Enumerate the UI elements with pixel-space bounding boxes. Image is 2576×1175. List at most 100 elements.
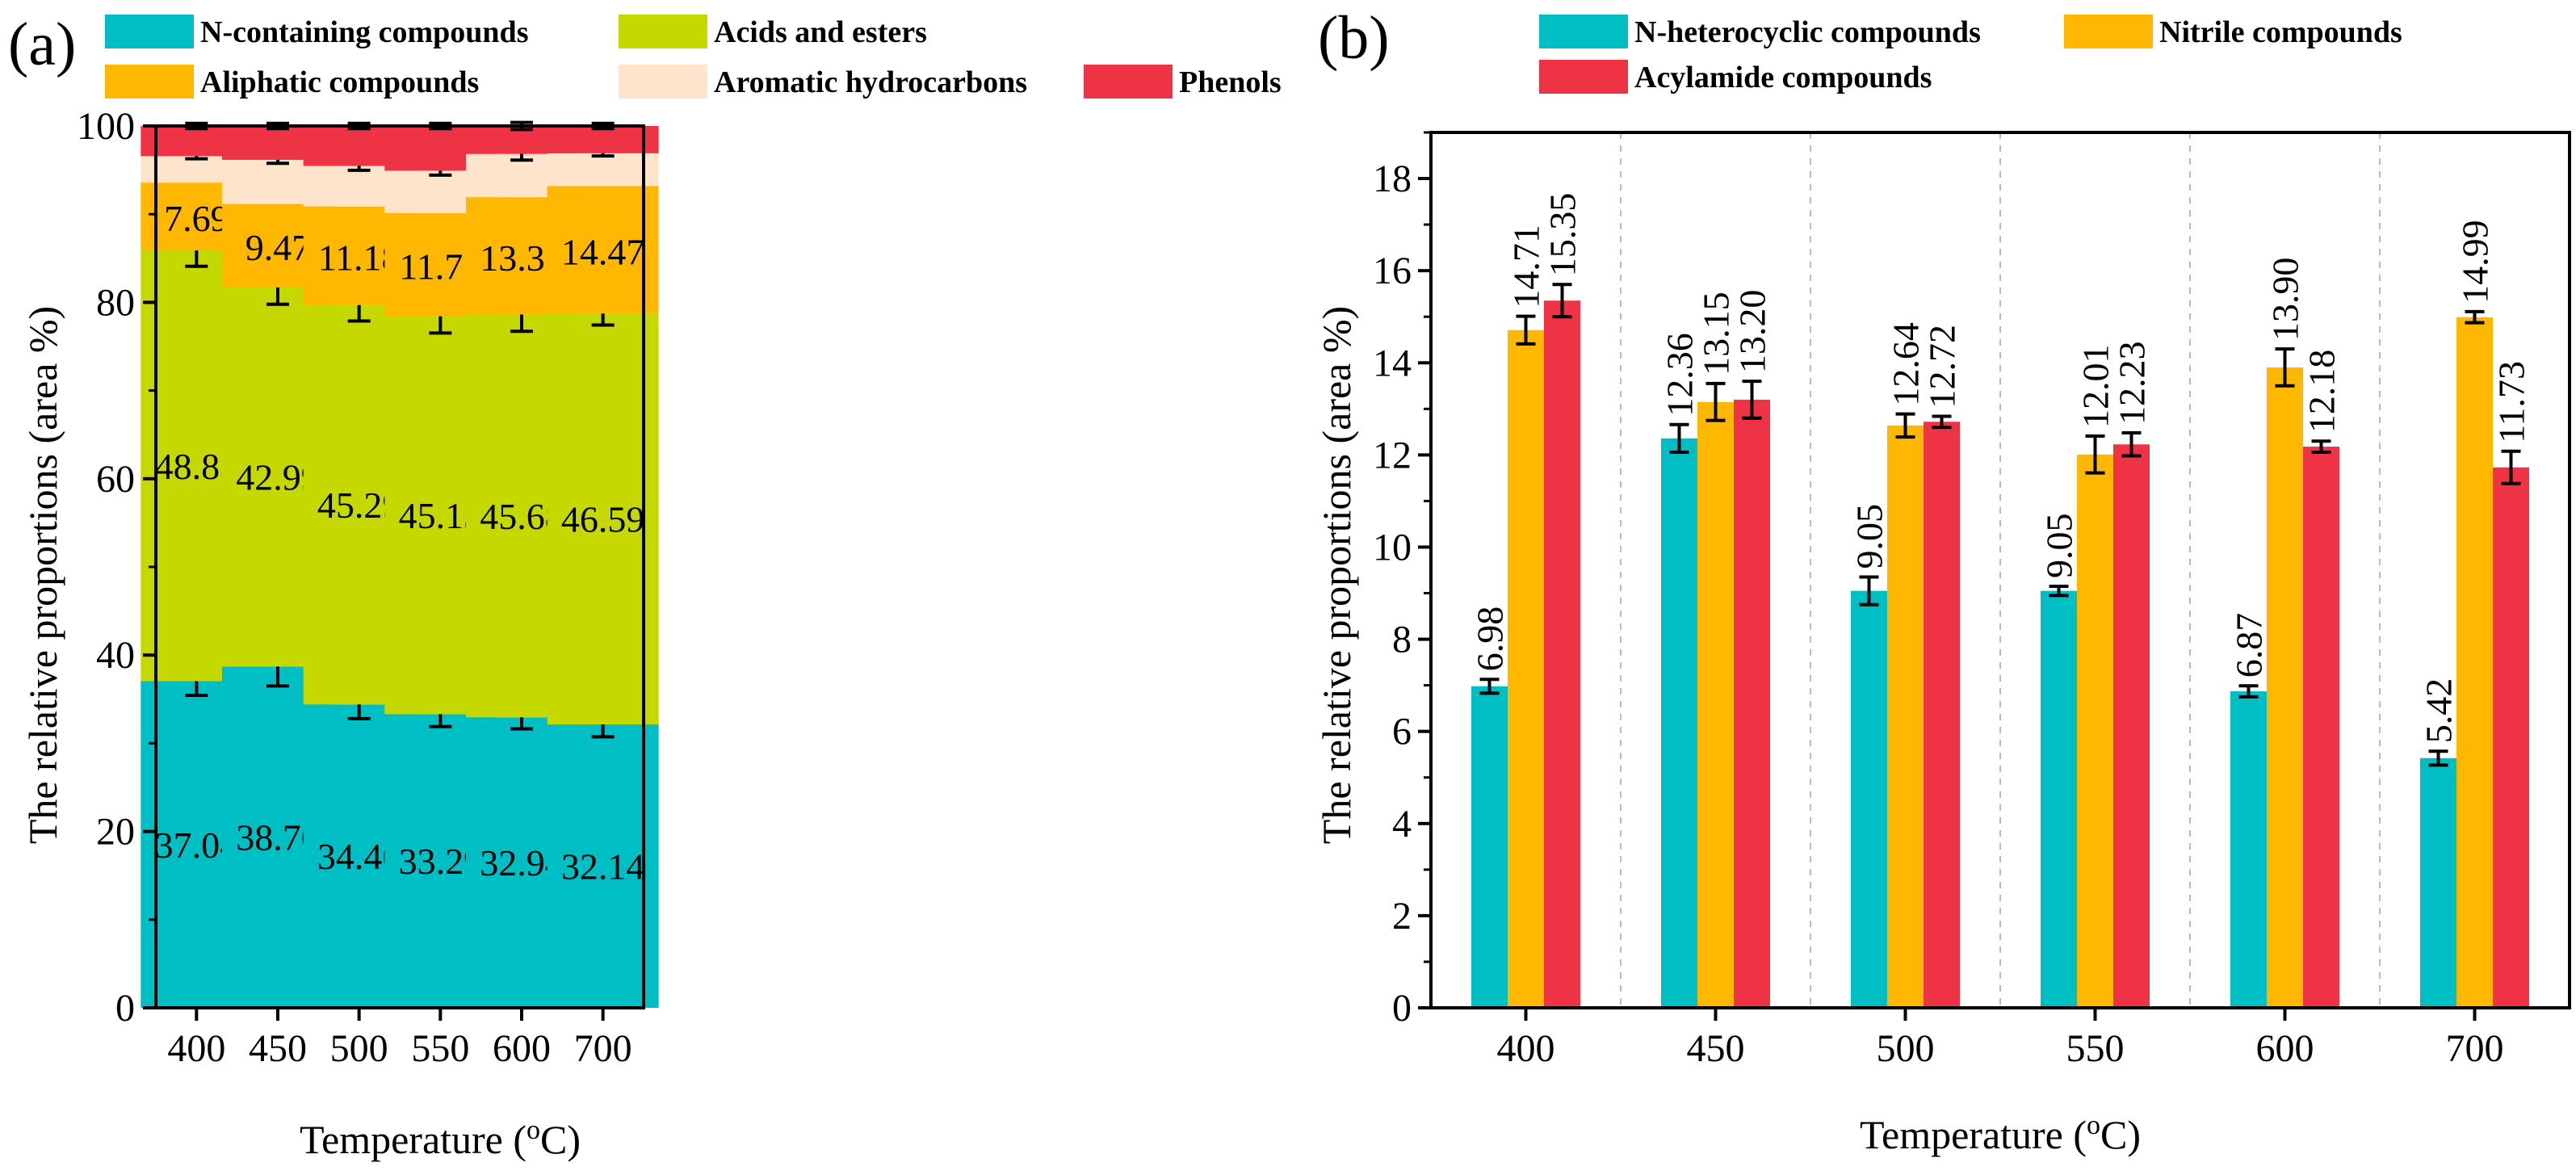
data-label-nitrile-400: 14.71 — [1506, 225, 1547, 308]
legend: N-containing compounds Acids and esters Al… — [105, 15, 1282, 99]
error-bar-nitrile-700 — [2465, 309, 2485, 325]
data-label-aliphatic-450: 9.47 — [245, 227, 311, 268]
data-label-acylamide-700: 11.73 — [2491, 361, 2532, 443]
x-tick-label-600: 600 — [2256, 1027, 2314, 1070]
x-tick-label-700: 700 — [574, 1027, 632, 1070]
error-bar-acylamide-600 — [2311, 439, 2331, 454]
bar-nitrile-550 — [2077, 454, 2113, 1008]
y-axis-title: The relative proportions (area %) — [1314, 306, 1359, 844]
error-bar-n-heterocyclic-700 — [2428, 749, 2448, 767]
data-label-acylamide-600: 12.18 — [2301, 350, 2343, 434]
panel-label: (a) — [8, 10, 76, 78]
data-label-n-heterocyclic-500: 9.05 — [1849, 504, 1890, 569]
y-tick-label-100: 100 — [77, 105, 135, 148]
legend-item-3-label: Acylamide compounds — [1634, 61, 1932, 94]
legend-item-2-swatch — [2064, 15, 2153, 48]
bar-n-heterocyclic-450 — [1661, 438, 1697, 1008]
error-bar-acylamide-500 — [1932, 414, 1952, 430]
data-label-acids-esters-700: 46.59 — [561, 499, 645, 540]
y-tick-label-14: 14 — [1373, 342, 1412, 384]
x-tick-label-600: 600 — [493, 1027, 551, 1070]
x-tick-label-550: 550 — [411, 1027, 469, 1070]
data-label-n-heterocyclic-600: 6.87 — [2229, 613, 2270, 678]
data-label-nitrile-700: 14.99 — [2455, 220, 2496, 304]
legend-item-1-label: N-heterocyclic compounds — [1634, 15, 1981, 49]
bar-nitrile-450 — [1697, 401, 1734, 1008]
legend-item-1-label: N-containing compounds — [200, 15, 528, 49]
bar-aliphatic-700 — [547, 186, 659, 314]
error-bar-acylamide-550 — [2121, 430, 2142, 458]
data-label-n-heterocyclic-450: 12.36 — [1659, 333, 1701, 417]
legend-item-4-label: Aromatic hydrocarbons — [714, 65, 1027, 99]
bar-n-containing-700 — [547, 724, 659, 1008]
legend-item-1-swatch — [1539, 15, 1628, 48]
bar-n-heterocyclic-600 — [2230, 691, 2267, 1008]
error-bar-nitrile-550 — [2085, 434, 2105, 475]
x-axis-title: Temperature (oC) — [1860, 1110, 2141, 1157]
error-bar-n-heterocyclic-450 — [1669, 422, 1689, 454]
x-tick-label-550: 550 — [2066, 1027, 2125, 1070]
data-label-n-heterocyclic-550: 9.05 — [2039, 513, 2080, 578]
y-tick-label-4: 4 — [1392, 803, 1412, 846]
bar-nitrile-400 — [1508, 329, 1544, 1008]
bar-acylamide-600 — [2303, 447, 2339, 1008]
x-tick-label-500: 500 — [1877, 1027, 1935, 1070]
y-tick-label-20: 20 — [96, 811, 135, 854]
data-label-aliphatic-400: 7.69 — [164, 198, 229, 239]
error-bar-acylamide-700 — [2501, 449, 2521, 485]
y-tick-label-18: 18 — [1373, 157, 1412, 200]
legend-item-2-label: Nitrile compounds — [2159, 15, 2402, 49]
x-tick-label-700: 700 — [2446, 1027, 2504, 1070]
y-tick-label-16: 16 — [1373, 250, 1412, 292]
y-tick-label-2: 2 — [1392, 895, 1412, 938]
data-label-n-heterocyclic-400: 6.98 — [1470, 606, 1511, 672]
y-tick-label-0: 0 — [115, 987, 135, 1030]
error-bar-n-heterocyclic-400 — [1479, 678, 1500, 695]
bar-acylamide-450 — [1734, 399, 1770, 1008]
bar-n-heterocyclic-500 — [1851, 590, 1887, 1008]
bar-n-heterocyclic-550 — [2041, 590, 2077, 1008]
bar-acylamide-500 — [1924, 422, 1960, 1008]
error-bar-n-heterocyclic-550 — [2049, 584, 2069, 598]
x-tick-label-450: 450 — [1687, 1027, 1745, 1070]
y-tick-label-10: 10 — [1373, 526, 1412, 569]
error-bar-nitrile-400 — [1516, 314, 1536, 346]
legend-item-3-swatch — [105, 65, 194, 99]
data-label-nitrile-600: 13.90 — [2265, 258, 2306, 342]
x-tick-label-400: 400 — [1497, 1027, 1555, 1070]
bar-nitrile-500 — [1887, 425, 1924, 1008]
data-label-n-heterocyclic-700: 5.42 — [2419, 678, 2460, 744]
data-label-acylamide-450: 13.20 — [1732, 290, 1773, 374]
y-tick-label-0: 0 — [1392, 987, 1412, 1030]
legend-item-2-label: Acids and esters — [714, 15, 927, 49]
data-label-acylamide-500: 12.72 — [1922, 325, 1963, 409]
y-tick-label-80: 80 — [96, 281, 135, 324]
x-tick-label-400: 400 — [167, 1027, 225, 1070]
bar-aromatic-700 — [547, 153, 659, 187]
y-tick-label-12: 12 — [1373, 434, 1412, 476]
bar-acylamide-400 — [1544, 300, 1580, 1009]
panel-b: (b) N-heterocyclic compounds Nitrile compo… — [1314, 4, 2571, 1157]
error-bar-acylamide-450 — [1742, 380, 1762, 420]
error-bar-nitrile-600 — [2275, 347, 2295, 388]
plot-frame — [1429, 131, 2571, 1009]
error-bar-n-heterocyclic-600 — [2238, 684, 2259, 699]
legend-item-5-swatch — [1084, 65, 1173, 99]
bar-n-heterocyclic-700 — [2420, 757, 2456, 1008]
legend-item-1-swatch — [105, 15, 194, 48]
legend-item-2-swatch — [619, 15, 707, 48]
data-label-nitrile-550: 12.01 — [2075, 344, 2117, 428]
data-label-acylamide-400: 15.35 — [1542, 193, 1584, 277]
panel-a: (a) N-containing compounds Acids and ester… — [8, 10, 1282, 1162]
panel-label: (b) — [1318, 4, 1390, 72]
data-label-acylamide-550: 12.23 — [2112, 341, 2153, 425]
error-bar-nitrile-500 — [1895, 412, 1915, 439]
error-bar-n-heterocyclic-500 — [1859, 575, 1879, 606]
legend: N-heterocyclic compounds Nitrile compound… — [1539, 15, 2402, 94]
y-tick-label-60: 60 — [96, 458, 135, 501]
bar-acylamide-550 — [2113, 444, 2150, 1008]
bar-n-heterocyclic-400 — [1471, 686, 1508, 1008]
legend-item-4-swatch — [619, 65, 707, 99]
bar-acylamide-700 — [2493, 467, 2529, 1008]
